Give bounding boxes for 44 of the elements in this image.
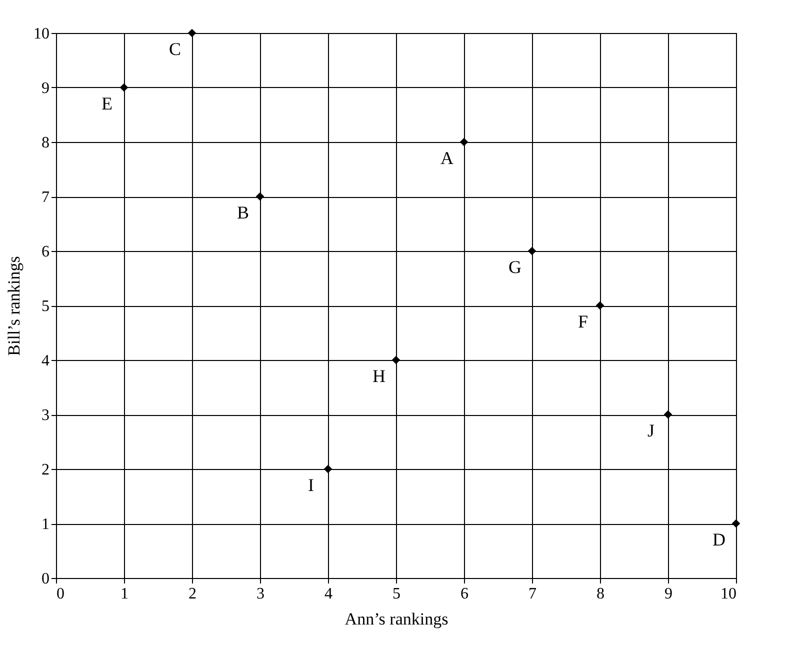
y-tick-label: 7: [42, 189, 50, 206]
point: [120, 83, 128, 92]
point: [460, 138, 468, 146]
y-axis-title: Bill’s rankings: [4, 256, 24, 356]
point: [188, 28, 196, 38]
y-tick-label: 10: [34, 26, 50, 42]
annotation: I: [308, 475, 314, 495]
x-tick-label: 0: [56, 586, 64, 602]
annotation: F: [578, 312, 588, 332]
annotation: C: [168, 39, 182, 59]
x-axis-title: Ann’s rankings: [344, 610, 448, 628]
x-tick-label: 6: [460, 586, 468, 602]
point: [528, 246, 536, 256]
x-tick-label: 1: [120, 586, 128, 602]
y-tick-label: 5: [42, 298, 50, 315]
x-tick-label: 8: [596, 586, 604, 602]
y-tick-label: 3: [42, 407, 50, 424]
point: [664, 410, 672, 419]
annotation: H: [372, 366, 386, 386]
annotation: G: [508, 257, 522, 277]
point: [324, 464, 332, 474]
x-tick-label: 9: [664, 586, 672, 602]
annotation: A: [440, 148, 454, 168]
x-tick-label: 2: [188, 586, 196, 602]
annotation: E: [102, 94, 112, 114]
x-tick-label: 7: [528, 586, 536, 602]
annotation: J: [647, 420, 655, 440]
x-tick-label: 10: [720, 586, 736, 602]
y-tick-label: 6: [42, 244, 50, 260]
x-tick-label: 4: [324, 586, 332, 602]
point: [256, 192, 264, 201]
point: [392, 356, 400, 364]
y-tick-label: 8: [42, 134, 50, 152]
y-tick-label: 0: [42, 570, 50, 588]
point: [596, 301, 604, 310]
y-tick-label: 4: [42, 352, 50, 370]
x-tick-label: 3: [256, 586, 264, 602]
x-tick-label: 5: [392, 586, 400, 602]
y-tick-label: 9: [42, 80, 50, 97]
point: [732, 519, 740, 528]
y-tick-label: 2: [42, 462, 50, 478]
y-tick-label: 1: [42, 516, 50, 533]
annotation: B: [236, 202, 250, 222]
annotation: D: [712, 530, 726, 550]
